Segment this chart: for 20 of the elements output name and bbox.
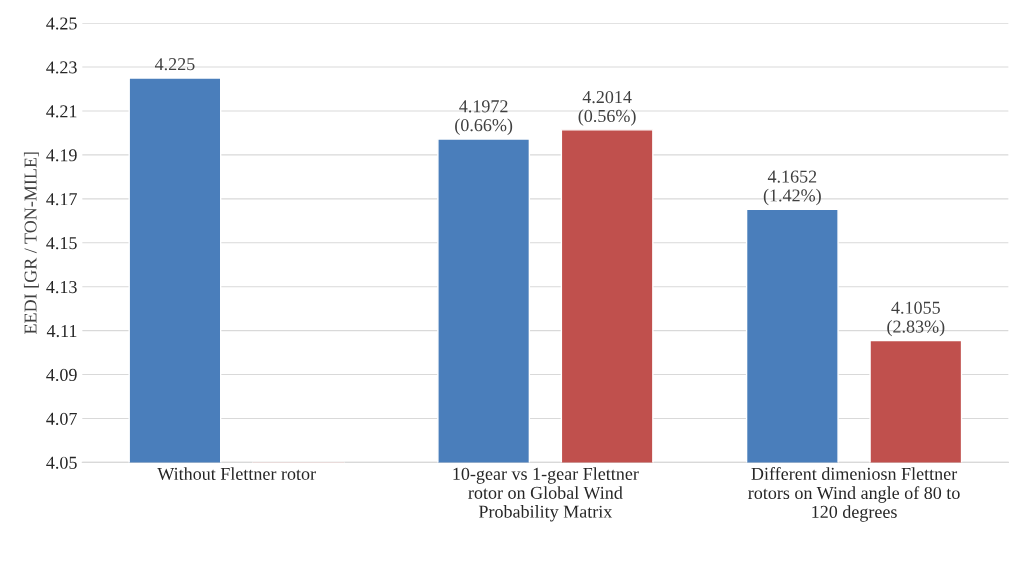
y-tick-label: 4.25 [46, 17, 77, 30]
y-tick-label: 4.07 [46, 412, 77, 425]
x-tick-label: Different dimeniosn Flettner rotors on Wind angle of 80 to 120 degrees [748, 467, 960, 522]
y-tick-label: 4.11 [46, 324, 77, 338]
y-axis-title: EEDI [GR / TON-MILE] [23, 152, 39, 334]
y-tick-label: 4.23 [46, 61, 77, 74]
y-tick-label: 4.21 [46, 105, 77, 118]
data-label: 4.225 [154, 58, 195, 71]
y-tick-label: 4.15 [46, 237, 77, 250]
y-tick-label: 4.13 [46, 281, 77, 294]
y-tick-label: 4.17 [46, 193, 77, 206]
x-tick-label: 10-gear vs 1-gear Flettner rotor on Global Wind Probability Matrix [453, 467, 639, 522]
y-tick-label: 4.19 [46, 149, 77, 162]
data-label: 4.2014 (0.56%) [578, 90, 636, 126]
y-tick-label: 4.09 [46, 368, 77, 382]
x-tick-label: Without Flettner rotor [157, 467, 316, 481]
y-tick-label: 4.05 [46, 456, 77, 469]
data-label: 4.1055 (2.83%) [887, 301, 945, 337]
data-label: 4.1972 (0.66%) [455, 100, 513, 135]
data-label: 4.1652 (1.42%) [763, 170, 821, 206]
